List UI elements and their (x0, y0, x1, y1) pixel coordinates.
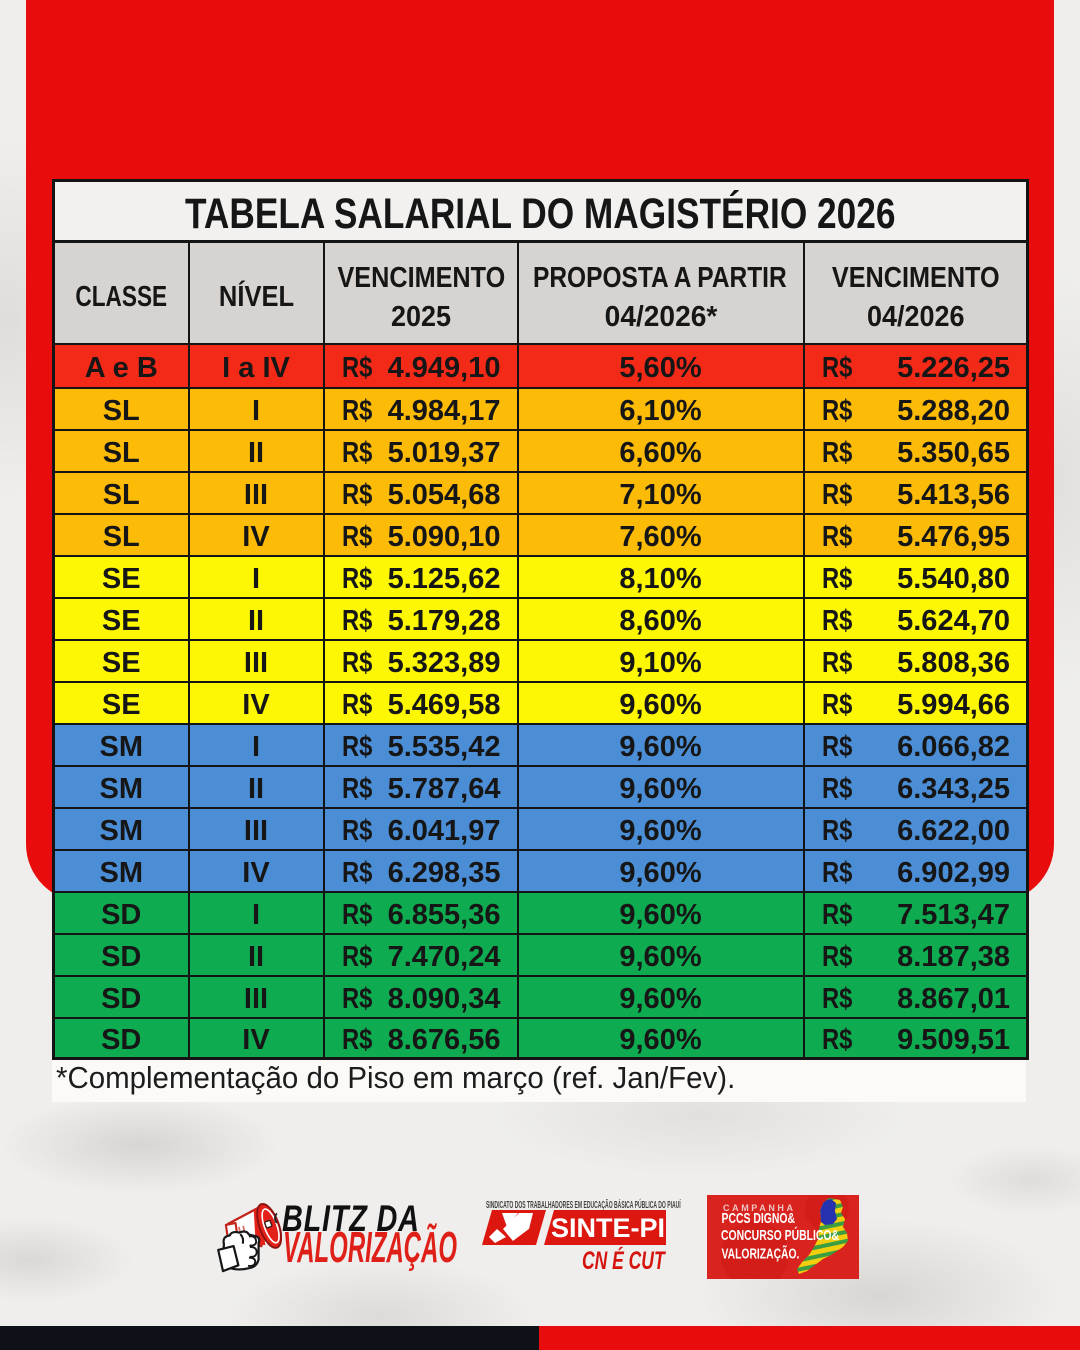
svg-text:CONCURSO PÚBLICO&: CONCURSO PÚBLICO& (721, 1226, 839, 1243)
svg-text:SINTE-PI: SINTE-PI (551, 1213, 665, 1243)
svg-text:PCCS DIGNO&: PCCS DIGNO& (722, 1209, 796, 1226)
svg-text:VALORIZAÇÃO.: VALORIZAÇÃO. (722, 1245, 800, 1262)
svg-text:CAMPANHA: CAMPANHA (723, 1203, 796, 1213)
